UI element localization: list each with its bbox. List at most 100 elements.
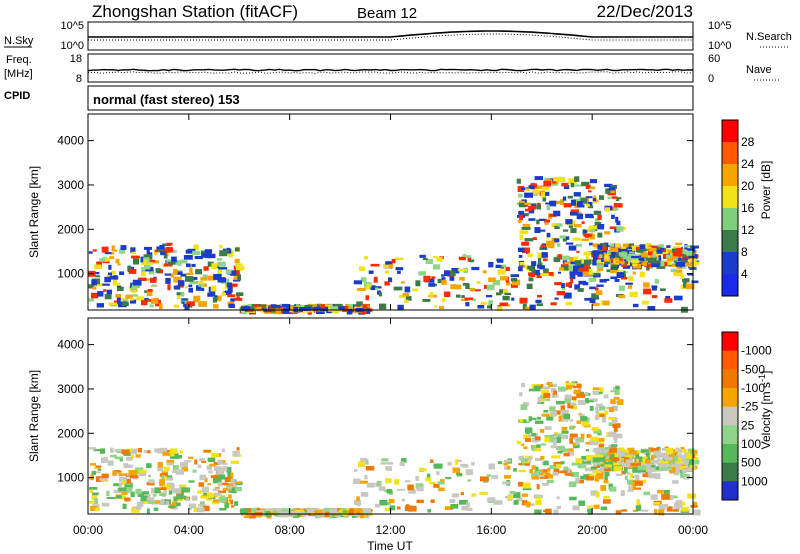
colorbar-swatch	[722, 164, 738, 187]
heatmap-cell	[541, 389, 549, 396]
heatmap-cell	[581, 455, 588, 460]
heatmap-cell	[426, 473, 431, 480]
heatmap-cell	[487, 305, 492, 309]
heatmap-cell	[577, 463, 587, 469]
heatmap-cell	[219, 250, 228, 257]
heatmap-cell	[632, 484, 636, 490]
heatmap-cell	[373, 276, 378, 283]
heatmap-cell	[181, 301, 185, 304]
heatmap-cell	[568, 224, 574, 228]
colorbar-swatch	[722, 142, 738, 165]
heatmap-cell	[197, 504, 206, 507]
heatmap-cell	[122, 503, 127, 509]
heatmap-cell	[111, 245, 115, 252]
heatmap-cell	[635, 263, 641, 269]
heatmap-cell	[569, 419, 574, 422]
heatmap-cell	[236, 447, 240, 451]
heatmap-cell	[618, 252, 627, 258]
heatmap-cell	[685, 250, 694, 255]
heatmap-cell	[106, 490, 110, 496]
heatmap-cell	[676, 467, 686, 474]
heatmap-cell	[531, 474, 540, 480]
heatmap-cell	[669, 461, 678, 466]
heatmap-cell	[357, 287, 366, 291]
heatmap-cell	[595, 290, 603, 296]
heatmap-cell	[606, 269, 613, 273]
heatmap-cell	[561, 255, 571, 261]
heatmap-cell	[166, 482, 174, 486]
heatmap-cell	[348, 510, 354, 514]
heatmap-cell	[527, 434, 533, 437]
heatmap-cell	[565, 282, 572, 287]
heatmap-cell	[539, 265, 545, 270]
heatmap-cell	[571, 462, 580, 466]
heatmap-cell	[607, 250, 611, 254]
heatmap-cell	[595, 406, 599, 413]
heatmap-cell	[462, 254, 467, 257]
heatmap-cell	[558, 415, 563, 422]
heatmap-cell	[522, 247, 530, 254]
heatmap-cell	[669, 495, 674, 500]
heatmap-cell	[546, 272, 554, 276]
heatmap-cell	[683, 460, 690, 465]
heatmap-cell	[676, 262, 686, 267]
heatmap-cell	[613, 466, 622, 471]
heatmap-cell	[609, 451, 616, 456]
heatmap-cell	[480, 476, 489, 482]
heatmap-cell	[643, 282, 650, 288]
power-panel: Slant Range [km] 1000 2000 3000 4000 4 8 12 16…	[27, 113, 773, 315]
heatmap-cell	[465, 255, 472, 258]
heatmap-cell	[157, 249, 163, 252]
cpid-frame	[87, 85, 694, 111]
heatmap-cell	[181, 467, 188, 472]
heatmap-cell	[549, 213, 557, 217]
heatmap-cell	[495, 264, 501, 268]
heatmap-cell	[571, 381, 578, 384]
heatmap-cell	[673, 270, 682, 277]
heatmap-cell	[559, 470, 568, 474]
heatmap-cell	[546, 205, 551, 211]
heatmap-cell	[619, 447, 625, 453]
heatmap-cell	[529, 304, 536, 311]
heatmap-cell	[597, 214, 602, 220]
heatmap-cell	[516, 202, 520, 206]
heatmap-cell	[603, 394, 609, 399]
heatmap-cell	[626, 253, 632, 257]
heatmap-cell	[576, 250, 580, 253]
heatmap-cell	[147, 450, 151, 454]
heatmap-cell	[641, 456, 648, 459]
heatmap-cell	[564, 261, 571, 264]
heatmap-cell	[642, 479, 647, 484]
heatmap-cell	[96, 261, 102, 267]
heatmap-cell	[465, 302, 470, 307]
heatmap-cell	[635, 487, 641, 490]
heatmap-cell	[591, 293, 599, 299]
heatmap-cell	[604, 475, 608, 480]
heatmap-cell	[217, 269, 222, 275]
heatmap-cell	[628, 243, 634, 246]
heatmap-cell	[521, 187, 529, 191]
colorbar-swatch	[722, 120, 738, 143]
heatmap-cell	[550, 388, 557, 393]
heatmap-cell	[608, 459, 617, 463]
station-title: Zhongshan Station (fitACF)	[92, 2, 298, 21]
heatmap-cell	[162, 484, 171, 490]
heatmap-cell	[692, 501, 698, 508]
heatmap-cell	[101, 502, 110, 507]
heatmap-cell	[437, 481, 445, 485]
heatmap-cell	[596, 438, 605, 442]
heatmap-cell	[527, 253, 533, 258]
heatmap-cell	[159, 303, 163, 310]
heatmap-cell	[550, 411, 557, 417]
heatmap-cell	[188, 480, 195, 483]
heatmap-cell	[123, 464, 133, 469]
heatmap-cell	[584, 297, 590, 301]
heatmap-cell	[650, 448, 660, 451]
heatmap-cell	[222, 466, 228, 471]
heatmap-cell	[207, 261, 214, 267]
heatmap-cell	[540, 229, 546, 232]
heatmap-cell	[585, 449, 590, 452]
heatmap-cell	[152, 493, 157, 497]
heatmap-cell	[528, 388, 534, 392]
heatmap-cell	[145, 299, 155, 302]
